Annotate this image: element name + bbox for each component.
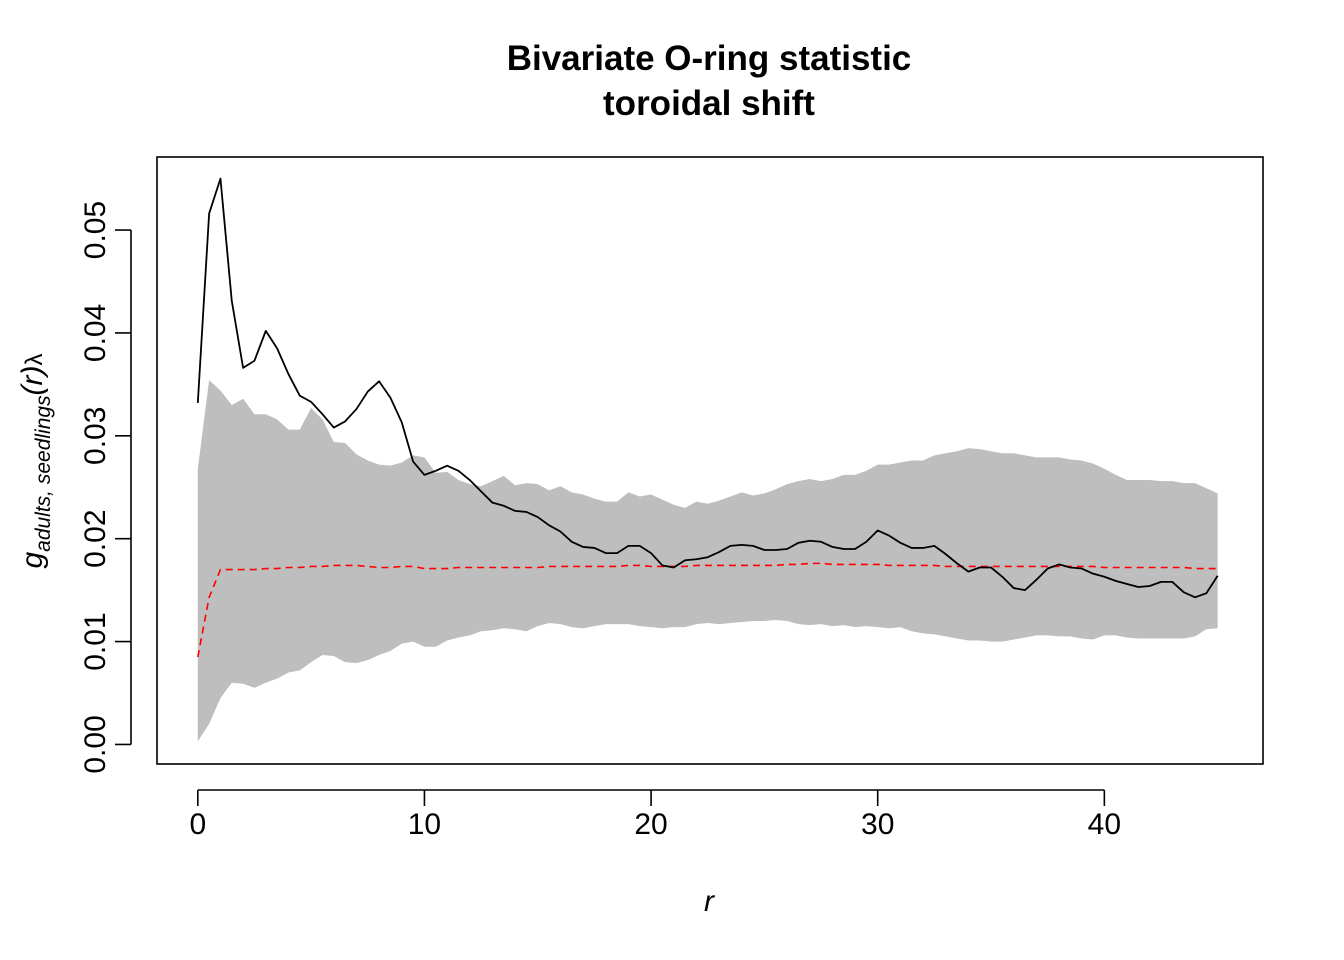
theoretical-line (197, 562, 1218, 658)
x-axis: 0 10 20 30 40 (189, 789, 1121, 841)
y-tick-label: 0.01 (79, 612, 112, 670)
x-axis-label: r (704, 885, 715, 918)
y-axis-label-argument: (r) (16, 365, 49, 395)
y-tick-label: 0.02 (79, 509, 112, 567)
observed-line (196, 177, 1219, 599)
y-axis: 0.00 0.01 0.02 0.03 0.04 0.05 (79, 201, 132, 774)
y-tick-label: 0.03 (79, 407, 112, 465)
y-axis-label-suffix: λ (21, 353, 48, 365)
y-tick-label: 0.04 (79, 304, 112, 362)
chart-title-line-2: toroidal shift (603, 84, 815, 123)
x-tick-label: 0 (189, 808, 206, 841)
x-tick-label: 10 (408, 808, 441, 841)
x-tick-label: 20 (634, 808, 667, 841)
x-tick-label: 30 (861, 808, 894, 841)
y-axis-label-main: g (16, 552, 49, 569)
x-tick-label: 40 (1088, 808, 1121, 841)
y-axis-label: gadults, seedlings(r)λ (16, 353, 55, 568)
plot-frame (156, 156, 1264, 765)
y-tick-label: 0.00 (79, 715, 112, 773)
y-axis-label-subscript: adults, seedlings (32, 395, 55, 552)
plot-area (196, 177, 1219, 742)
y-tick-label: 0.05 (79, 201, 112, 259)
simulation-envelope (197, 380, 1218, 742)
chart-title-line-1: Bivariate O-ring statistic (507, 39, 912, 78)
